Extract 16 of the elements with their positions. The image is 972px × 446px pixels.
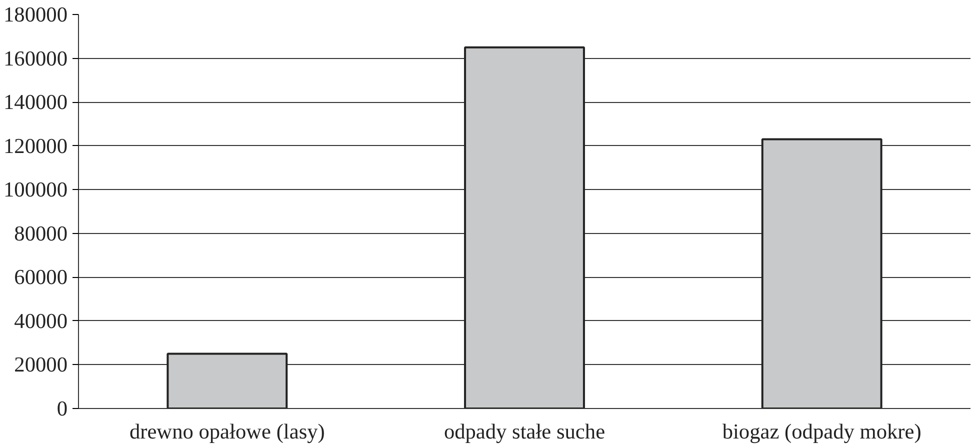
bar — [464, 46, 585, 408]
y-tick-label: 40000 — [14, 308, 68, 333]
x-tick-label: odpady stałe suche — [444, 420, 606, 444]
x-tick-label: drewno opałowe (lasy) — [129, 420, 325, 444]
y-tick-label: 180000 — [4, 2, 68, 26]
x-tick-label: biogaz (odpady mokre) — [722, 420, 922, 444]
y-tick-label: 0 — [56, 396, 68, 420]
y-tick-label: 100000 — [4, 178, 68, 202]
bar — [761, 138, 882, 408]
y-tick-label: 160000 — [4, 46, 68, 70]
y-tick-label: 140000 — [4, 90, 68, 114]
y-tick-label: 60000 — [14, 265, 68, 290]
y-tick-label: 20000 — [14, 352, 68, 377]
y-tick-label: 80000 — [14, 221, 68, 246]
y-tick-label: 120000 — [4, 134, 68, 158]
bar — [166, 352, 288, 408]
